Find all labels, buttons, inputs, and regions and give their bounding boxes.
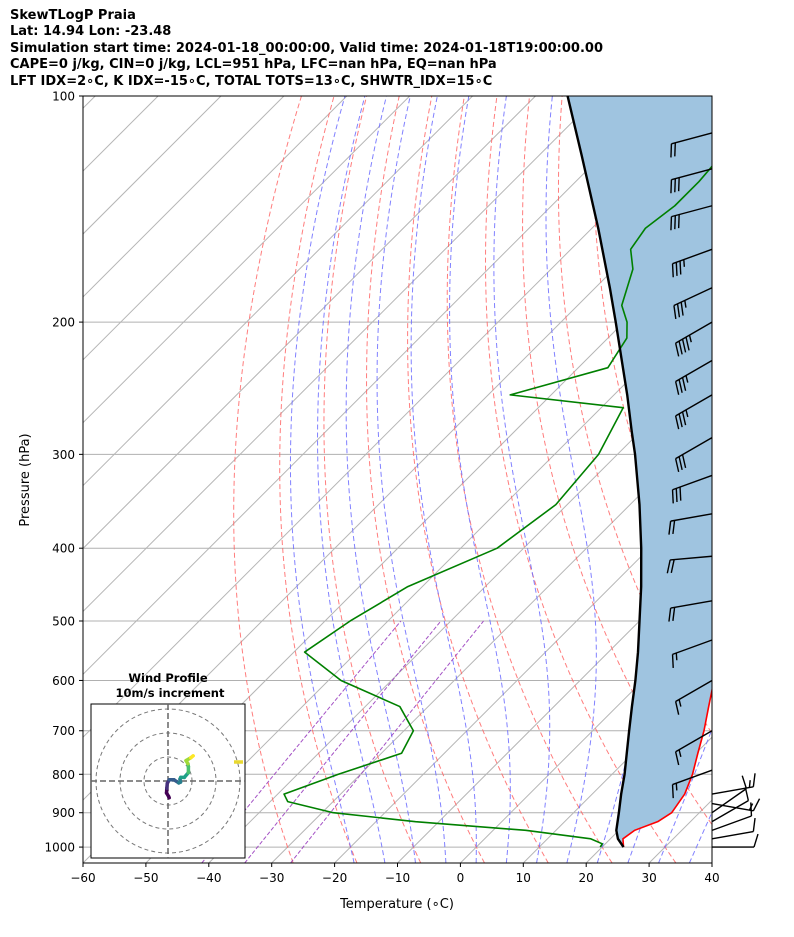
dry-adiabat (592, 96, 712, 639)
wind-barb (673, 287, 713, 320)
hodograph-segment (189, 754, 195, 760)
x-tick-label: −30 (259, 871, 284, 885)
hodograph-subtitle: 10m/s increment (116, 686, 225, 700)
isotherm (334, 484, 712, 863)
isotherm (711, 862, 712, 863)
moist-adiabat (720, 96, 794, 863)
wind-barb (671, 474, 713, 504)
isotherm (83, 96, 599, 613)
y-tick-label: 400 (52, 542, 75, 556)
x-axis-label: Temperature (∘C) (339, 897, 454, 912)
cin-shading (567, 96, 712, 848)
isotherm (83, 96, 662, 676)
isotherm (83, 96, 285, 298)
dry-adiabat (725, 96, 794, 863)
x-tick-label: −10 (385, 871, 410, 885)
wind-barb (671, 248, 713, 278)
isotherm (83, 96, 222, 235)
x-tick-label: −50 (133, 871, 158, 885)
wind-barb (674, 321, 713, 357)
y-tick-label: 500 (52, 614, 75, 628)
moist-adiabat (658, 727, 712, 863)
stability-line: CAPE=0 j/kg, CIN=0 j/kg, LCL=951 hPa, LF… (10, 57, 497, 73)
wind-barb (711, 773, 756, 795)
mixing-ratio-line (244, 620, 442, 863)
x-tick-label: 0 (457, 871, 465, 885)
hodograph-title: Wind Profile (128, 671, 208, 685)
wind-barb (674, 679, 713, 715)
wind-barb (674, 394, 713, 430)
wind-barb (666, 555, 713, 574)
y-tick-label: 300 (52, 448, 75, 462)
isotherm (271, 421, 712, 863)
indices-line: LFT IDX=2∘C, K IDX=-15∘C, TOTAL TOTS=13∘… (10, 73, 493, 89)
dry-adiabat (790, 96, 794, 863)
dry-adiabat (323, 96, 422, 863)
moist-adiabat (545, 96, 597, 863)
x-tick-label: 30 (641, 871, 656, 885)
wind-barb (670, 205, 713, 231)
isotherm (397, 547, 712, 863)
moist-adiabat (317, 96, 386, 863)
wind-barb (670, 132, 713, 158)
wind-barb (712, 833, 759, 848)
y-tick-label: 200 (52, 316, 75, 330)
x-tick-label: −40 (196, 871, 221, 885)
dry-adiabat (485, 96, 677, 863)
isotherm (83, 96, 473, 487)
isotherm (83, 96, 96, 109)
wind-barb (711, 817, 756, 840)
isotherm (460, 610, 712, 863)
dry-adiabat (366, 96, 485, 863)
wind-barb (711, 775, 748, 814)
y-tick-label: 900 (52, 806, 75, 820)
wind-barb (671, 639, 713, 668)
y-axis-label: Pressure (hPa) (18, 433, 33, 526)
time-line: Simulation start time: 2024-01-18_00:00:… (10, 40, 603, 56)
x-tick-label: 40 (704, 871, 719, 885)
isotherm (208, 359, 712, 863)
chart-title-block: SkewTLogP Praia Lat: 14.94 Lon: -23.48 S… (10, 8, 603, 90)
chart-title: SkewTLogP Praia (10, 8, 136, 23)
moist-adiabat (345, 96, 416, 863)
isotherm (83, 96, 411, 424)
isotherm (775, 96, 794, 863)
wind-barb (711, 802, 753, 832)
wind-barb (674, 730, 713, 766)
dry-adiabat (407, 96, 549, 863)
y-tick-label: 1000 (44, 841, 75, 855)
dry-adiabat (233, 96, 302, 863)
wind-barb (674, 437, 713, 473)
wind-barb (668, 513, 713, 535)
isotherm (145, 296, 712, 863)
y-tick-label: 800 (52, 768, 75, 782)
y-tick-label: 100 (52, 90, 75, 104)
y-tick-label: 600 (52, 674, 75, 688)
location-line: Lat: 14.94 Lon: -23.48 (10, 24, 172, 40)
dry-adiabat (279, 96, 358, 863)
x-tick-label: −60 (70, 871, 95, 885)
dry-adiabat (446, 96, 613, 863)
moist-adiabat (493, 96, 551, 863)
moist-adiabat (449, 96, 511, 863)
y-tick-label: 700 (52, 724, 75, 738)
mixing-ratio-line (290, 620, 484, 863)
wind-barb (670, 168, 713, 194)
isotherm (83, 96, 348, 361)
x-tick-label: 20 (579, 871, 594, 885)
dry-adiabat (522, 96, 712, 826)
wind-barb (671, 769, 713, 799)
dry-adiabat (758, 96, 794, 863)
x-tick-label: 10 (516, 871, 531, 885)
wind-barb (674, 359, 713, 395)
wind-barb (668, 600, 713, 622)
temperature-profile (622, 686, 712, 848)
x-tick-label: −20 (322, 871, 347, 885)
isotherm (83, 96, 536, 550)
wind-barb (711, 798, 761, 812)
moist-adiabat (289, 96, 355, 863)
